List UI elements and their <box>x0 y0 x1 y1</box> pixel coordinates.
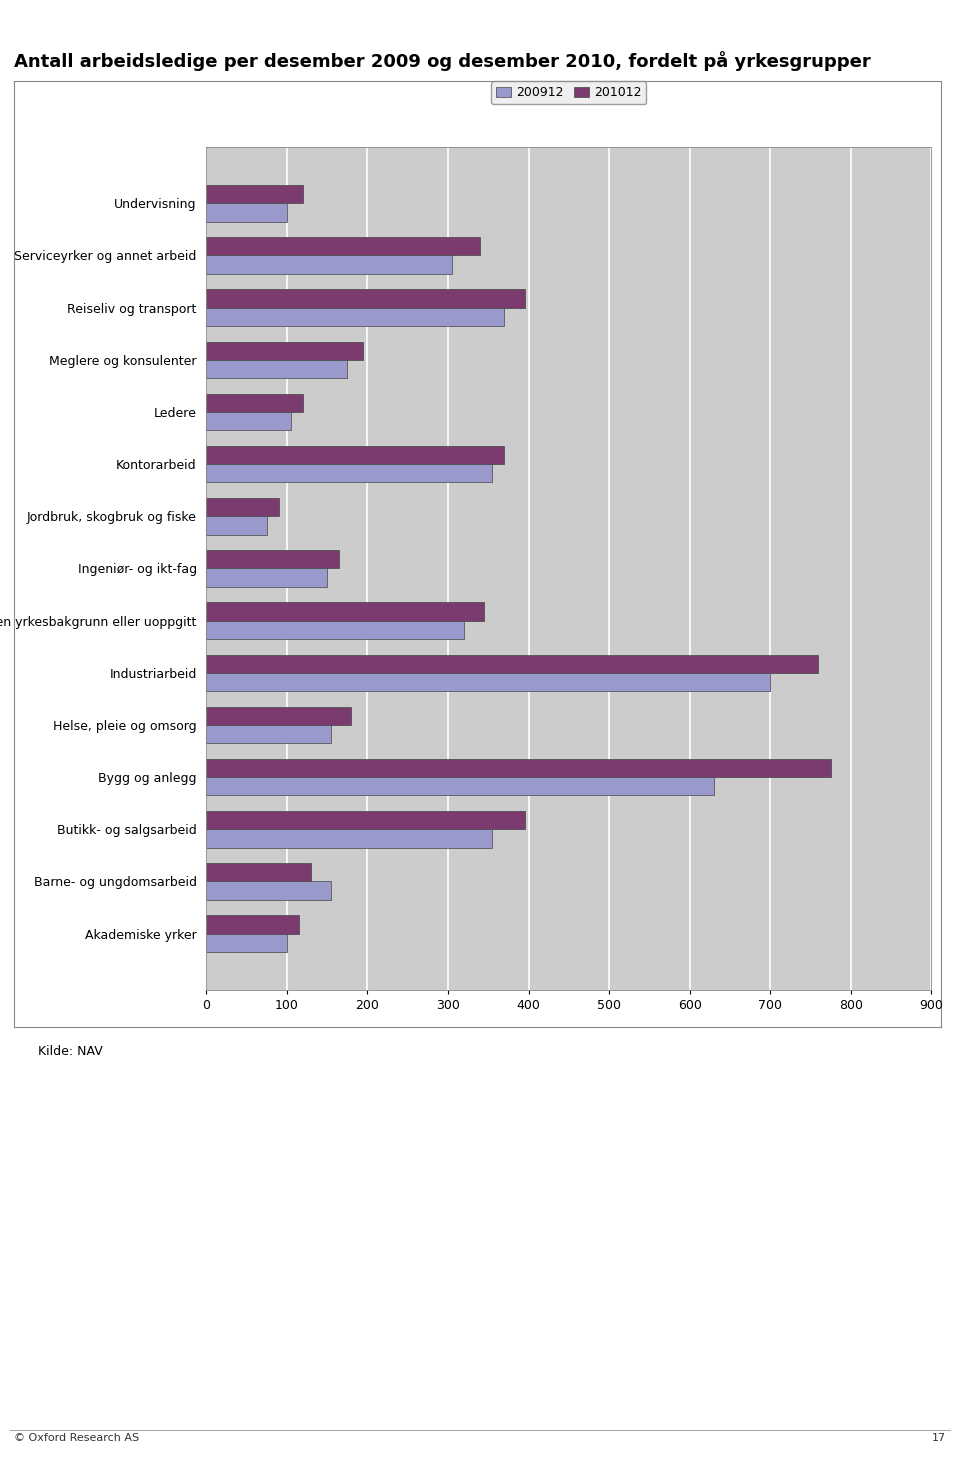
Bar <box>206 758 830 778</box>
Bar <box>206 863 311 882</box>
Bar <box>206 446 504 464</box>
Text: © Oxford Research AS: © Oxford Research AS <box>14 1433 139 1442</box>
Bar <box>206 550 339 568</box>
Bar <box>206 603 484 621</box>
Bar <box>206 778 713 795</box>
Bar <box>206 707 351 725</box>
Text: Kilde: NAV: Kilde: NAV <box>38 1045 103 1058</box>
Bar <box>206 933 287 952</box>
Bar <box>206 204 287 222</box>
Bar <box>206 464 492 483</box>
Text: 17: 17 <box>931 1433 946 1442</box>
Bar <box>206 393 303 412</box>
Legend: 200912, 201012: 200912, 201012 <box>492 81 646 104</box>
Bar <box>206 185 303 204</box>
Bar <box>206 725 331 744</box>
Bar <box>206 497 278 516</box>
Bar <box>206 811 524 829</box>
Bar <box>206 289 524 308</box>
Bar <box>206 238 480 255</box>
Bar <box>206 308 504 326</box>
Bar <box>206 516 267 534</box>
Bar <box>206 882 331 899</box>
Bar <box>206 359 348 378</box>
Bar <box>206 654 819 673</box>
Bar <box>206 569 327 587</box>
Bar <box>206 829 492 848</box>
Bar <box>206 255 452 274</box>
Bar <box>206 673 770 691</box>
Bar <box>206 621 464 640</box>
Bar <box>206 412 291 430</box>
Bar <box>206 915 299 933</box>
Bar <box>206 342 364 359</box>
Text: Antall arbeidsledige per desember 2009 og desember 2010, fordelt på yrkesgrupper: Antall arbeidsledige per desember 2009 o… <box>14 51 871 72</box>
